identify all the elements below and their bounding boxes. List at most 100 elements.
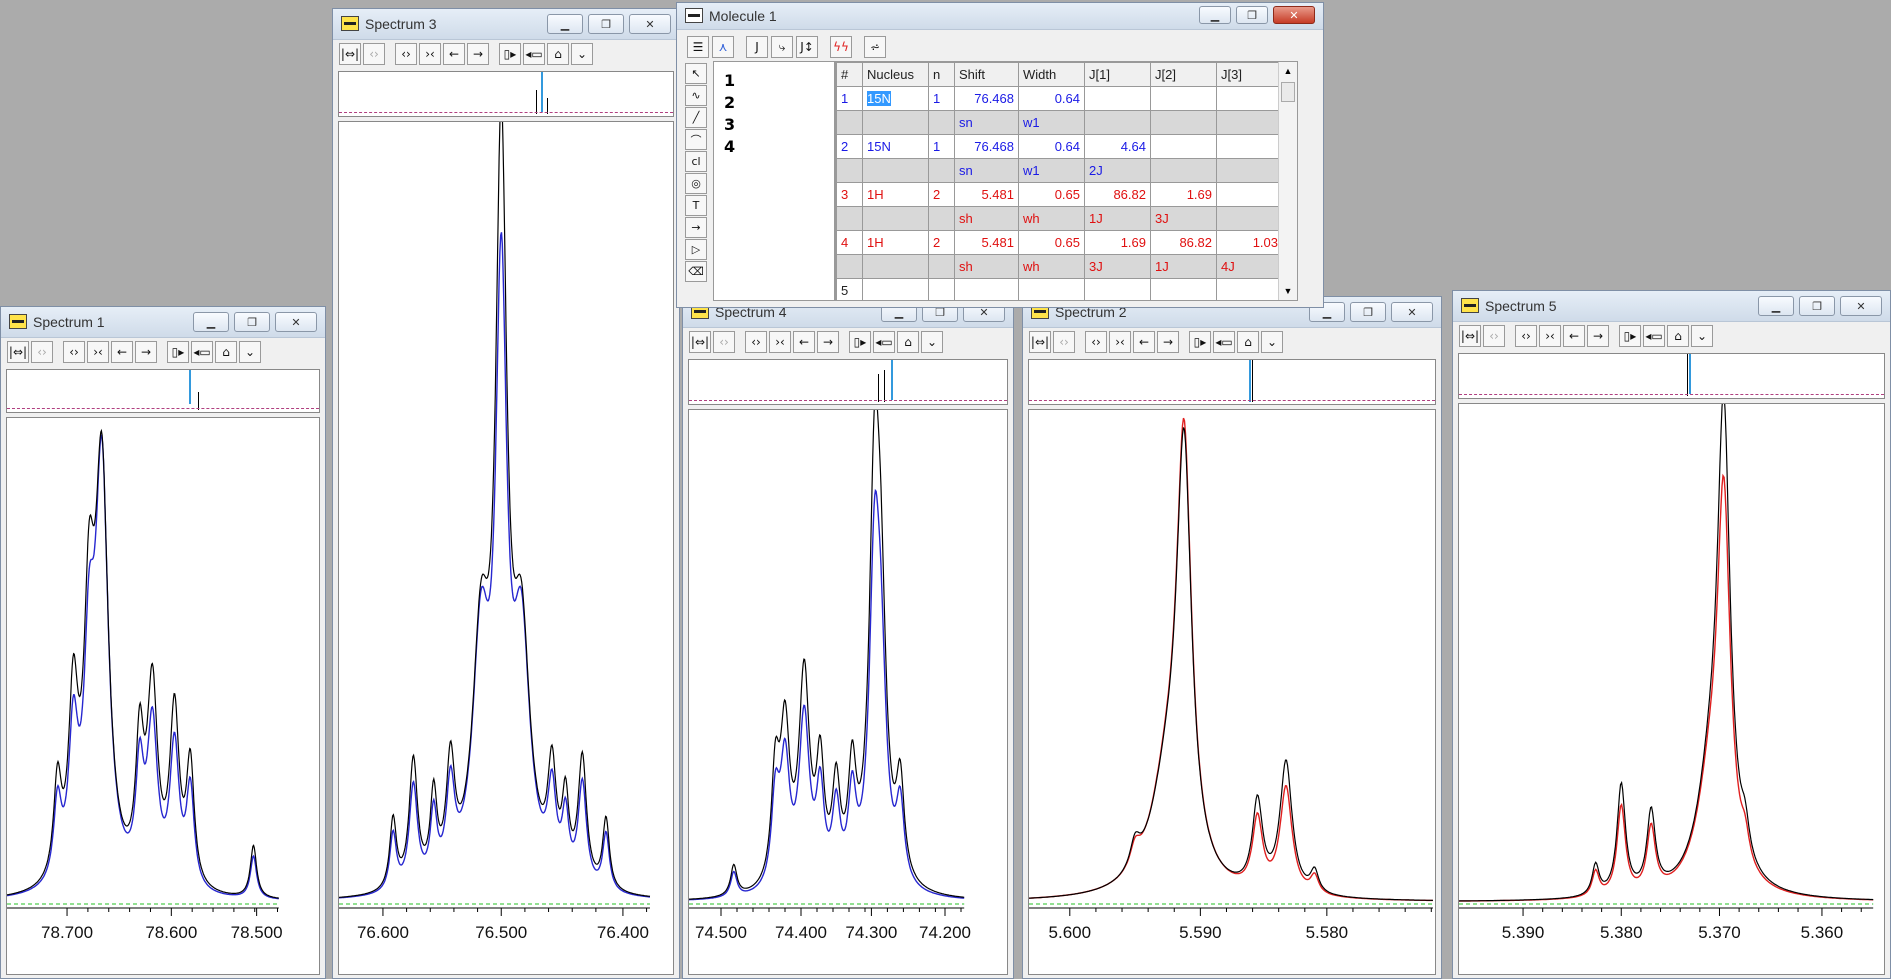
- scale-down-icon[interactable]: ⌄: [1261, 331, 1283, 353]
- arrow-right-icon[interactable]: →: [135, 341, 157, 363]
- table-cell[interactable]: wh: [1018, 206, 1085, 231]
- expand-icon[interactable]: ‹›: [1085, 331, 1107, 353]
- table-cell[interactable]: [836, 158, 863, 183]
- next-page-icon[interactable]: ▯▸: [499, 43, 521, 65]
- table-cell[interactable]: 4: [836, 230, 863, 255]
- minimize-button[interactable]: ▁: [1199, 6, 1231, 24]
- maximize-button[interactable]: ❐: [1799, 296, 1835, 316]
- table-cell[interactable]: sh: [954, 206, 1019, 231]
- table-cell[interactable]: 4.64: [1084, 134, 1151, 159]
- spectrum-4-window[interactable]: Spectrum 4 ▁ ❐ ✕ |⇔| ‹› ‹› ›‹ ← → ▯▸ ◂▭ ⌂ ⌄ 74.50…: [682, 296, 1014, 979]
- close-button[interactable]: ✕: [275, 312, 317, 332]
- arrow-left-icon[interactable]: ←: [793, 331, 815, 353]
- table-cell[interactable]: [1150, 278, 1217, 300]
- expand-icon[interactable]: ‹›: [63, 341, 85, 363]
- table-cell[interactable]: sh: [954, 254, 1019, 279]
- arrow-right-icon[interactable]: →: [467, 43, 489, 65]
- scale-up-icon[interactable]: ⌂: [215, 341, 237, 363]
- table-cell[interactable]: 5.481: [954, 230, 1019, 255]
- table-cell[interactable]: 86.82: [1150, 230, 1217, 255]
- table-cell[interactable]: 1.69: [1084, 230, 1151, 255]
- zoom-box-icon[interactable]: ◂▭: [191, 341, 213, 363]
- scroll-thumb[interactable]: [1281, 82, 1295, 102]
- table-cell[interactable]: 2: [928, 182, 955, 207]
- table-cell[interactable]: 2: [928, 230, 955, 255]
- text-tool-icon[interactable]: T: [685, 195, 707, 216]
- zoom-box-icon[interactable]: ◂▭: [1213, 331, 1235, 353]
- contract-icon[interactable]: ›‹: [1109, 331, 1131, 353]
- table-cell[interactable]: 76.468: [954, 134, 1019, 159]
- spectrum-plot[interactable]: 76.600 76.500 76.400: [338, 121, 674, 975]
- table-cell[interactable]: [1084, 110, 1151, 135]
- scale-up-icon[interactable]: ⌂: [1667, 325, 1689, 347]
- table-cell[interactable]: [1216, 278, 1283, 300]
- fit-width-icon[interactable]: |⇔|: [1459, 325, 1481, 347]
- fit-width-icon[interactable]: |⇔|: [7, 341, 29, 363]
- spectrum-plot[interactable]: 74.500 74.400 74.300 74.200: [688, 409, 1008, 975]
- table-cell[interactable]: [1018, 278, 1085, 300]
- arrow-left-icon[interactable]: ←: [111, 341, 133, 363]
- table-cell[interactable]: 1: [836, 86, 863, 111]
- table-cell[interactable]: [928, 254, 955, 279]
- table-cell[interactable]: [1150, 110, 1217, 135]
- table-row[interactable]: 2 15N 1 76.468 0.64 4.64: [836, 134, 1283, 159]
- title-bar[interactable]: Spectrum 1 ▁ ❐ ✕: [1, 307, 325, 338]
- expand-icon[interactable]: ‹›: [1515, 325, 1537, 347]
- close-button[interactable]: ✕: [1391, 302, 1433, 322]
- spectrum-5-window[interactable]: Spectrum 5 ▁ ❐ ✕ |⇔| ‹› ‹› ›‹ ← → ▯▸ ◂▭ ⌂ ⌄ 5.390…: [1452, 290, 1891, 979]
- table-cell[interactable]: 1: [928, 134, 955, 159]
- table-row[interactable]: 1 15N 1 76.468 0.64: [836, 86, 1283, 111]
- column-header[interactable]: #: [836, 62, 863, 87]
- spectrum-2-window[interactable]: Spectrum 2 ▁ ❐ ✕ |⇔| ‹› ‹› ›‹ ← → ▯▸ ◂▭ ⌂ ⌄ 5.600…: [1022, 296, 1442, 979]
- scale-up-icon[interactable]: ⌂: [1237, 331, 1259, 353]
- close-button[interactable]: ✕: [1273, 6, 1315, 24]
- ring-tool-icon[interactable]: ⌒: [685, 129, 707, 150]
- table-cell[interactable]: [862, 206, 929, 231]
- table-cell[interactable]: [928, 110, 955, 135]
- fit-width-icon[interactable]: |⇔|: [689, 331, 711, 353]
- table-cell[interactable]: 1J: [1084, 206, 1151, 231]
- table-cell[interactable]: 2: [836, 134, 863, 159]
- table-cell[interactable]: sn: [954, 158, 1019, 183]
- table-cell[interactable]: [928, 278, 955, 300]
- fit-icon[interactable]: ϟϟ: [830, 36, 852, 58]
- table-cell[interactable]: w1: [1018, 110, 1085, 135]
- column-header[interactable]: Shift: [954, 62, 1019, 87]
- table-cell[interactable]: [1216, 206, 1283, 231]
- table-cell[interactable]: 1.69: [1150, 182, 1217, 207]
- minimize-button[interactable]: ▁: [1758, 296, 1794, 316]
- atom-label[interactable]: 3: [724, 115, 736, 134]
- atom-list[interactable]: 1 2 3 4: [713, 61, 835, 301]
- atom-label[interactable]: 1: [724, 71, 736, 90]
- table-cell[interactable]: [862, 110, 929, 135]
- table-cell[interactable]: [954, 278, 1019, 300]
- table-cell[interactable]: 0.65: [1018, 230, 1085, 255]
- table-scrollbar[interactable]: ▲ ▼: [1278, 62, 1297, 300]
- table-cell[interactable]: [836, 110, 863, 135]
- close-button[interactable]: ✕: [1840, 296, 1882, 316]
- spectrum-plot[interactable]: 78.700 78.600 78.500: [6, 417, 320, 975]
- fit-width-icon[interactable]: |⇔|: [339, 43, 361, 65]
- table-row[interactable]: 3 1H 2 5.481 0.65 86.82 1.69: [836, 182, 1283, 207]
- fit-width-disabled-icon[interactable]: ‹›: [363, 43, 385, 65]
- title-bar[interactable]: Spectrum 3 ▁ ❐ ✕: [333, 9, 679, 40]
- table-cell[interactable]: 3: [836, 182, 863, 207]
- table-cell[interactable]: 15N: [862, 86, 929, 111]
- arrow-left-icon[interactable]: ←: [1133, 331, 1155, 353]
- spectrum-3-window[interactable]: Spectrum 3 ▁ ❐ ✕ |⇔| ‹› ‹› ›‹ ← → ▯▸ ◂▭ ⌂ ⌄ 76.60…: [332, 8, 680, 979]
- table-cell[interactable]: [1216, 158, 1283, 183]
- table-cell[interactable]: [1150, 86, 1217, 111]
- table-cell[interactable]: w1: [1018, 158, 1085, 183]
- table-sub-row[interactable]: sn w1 2J: [836, 158, 1283, 183]
- column-header[interactable]: Nucleus: [862, 62, 929, 87]
- parameter-table-panel[interactable]: # Nucleus n Shift Width J[1] J[2] J[3] 1 15N 1 76.…: [835, 61, 1298, 301]
- coupling-edit-icon[interactable]: J↕: [796, 36, 818, 58]
- fit-width-disabled-icon[interactable]: ‹›: [1483, 325, 1505, 347]
- table-sub-row[interactable]: sh wh 3J 1J 4J: [836, 254, 1283, 279]
- table-cell[interactable]: [1216, 86, 1283, 111]
- table-cell[interactable]: 5.481: [954, 182, 1019, 207]
- arrow-right-icon[interactable]: →: [817, 331, 839, 353]
- table-cell[interactable]: 0.64: [1018, 134, 1085, 159]
- eraser-tool-icon[interactable]: ⌫: [685, 261, 707, 282]
- coupling-link-icon[interactable]: ⤷: [771, 36, 793, 58]
